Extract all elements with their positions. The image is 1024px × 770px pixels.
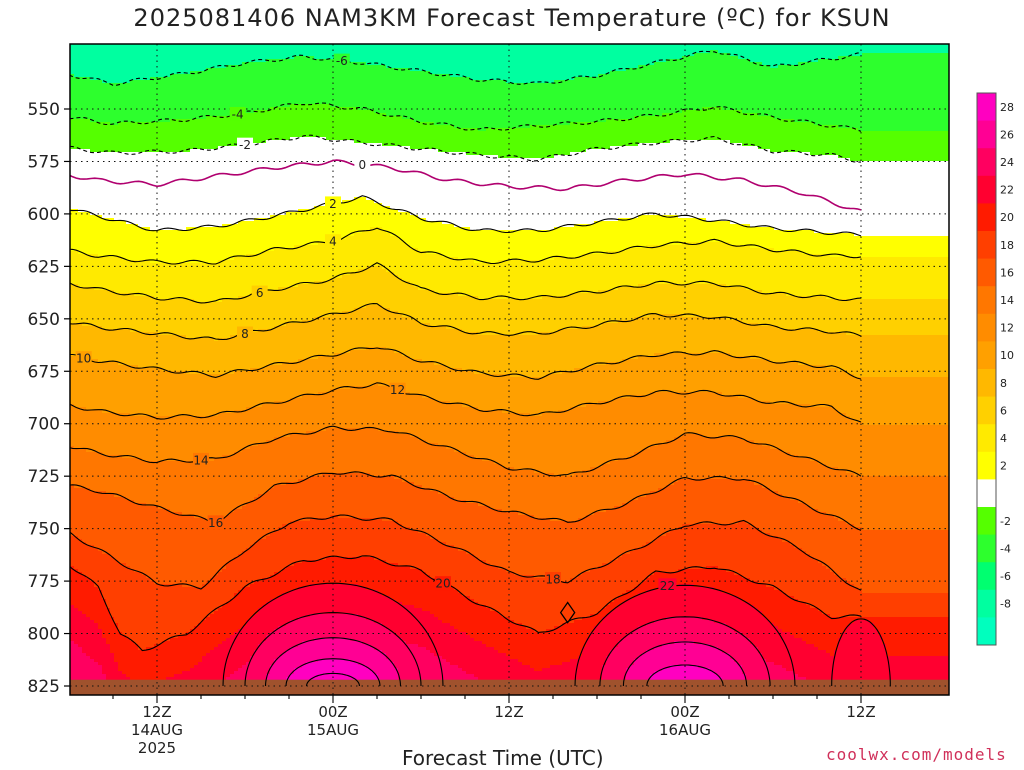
forecast-temperature-chart: -6-4-202468101214161820 22 55057560062565…: [0, 0, 1024, 768]
temperature-fill-layer: [70, 44, 951, 696]
